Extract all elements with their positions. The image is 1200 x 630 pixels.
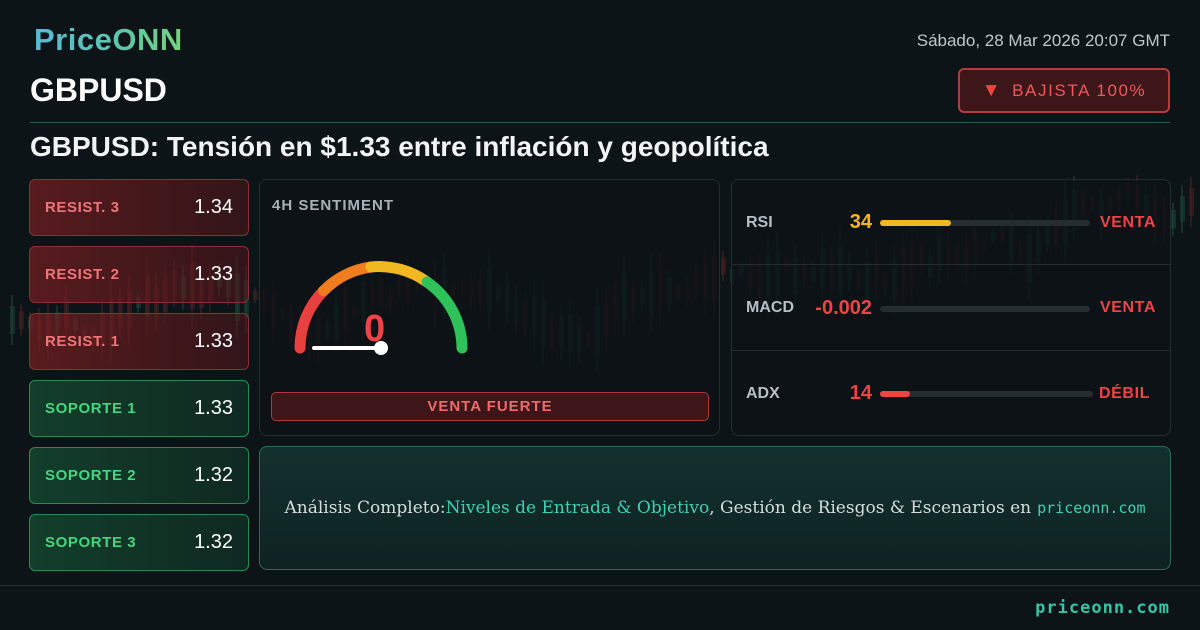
level-label: RESIST. 2 bbox=[45, 266, 120, 283]
sentiment-title: 4H SENTIMENT bbox=[272, 197, 395, 214]
level-label: RESIST. 3 bbox=[45, 199, 120, 216]
background-candle bbox=[127, 289, 132, 329]
trend-badge-label: BAJISTA 100% bbox=[1012, 80, 1147, 100]
cta-highlight: Niveles de Entrada & Objetivo bbox=[445, 498, 710, 518]
indicator-bar bbox=[880, 391, 1093, 397]
indicators-panel: RSI 34 VENTA MACD -0.002 VENTA ADX 14 DÉ… bbox=[731, 179, 1171, 436]
indicator-bar-fill bbox=[880, 391, 910, 397]
indicator-signal: VENTA bbox=[1099, 299, 1156, 316]
level-support-1: SOPORTE 1 1.33 bbox=[29, 380, 249, 437]
background-candle bbox=[10, 306, 15, 334]
gauge-arc-red bbox=[294, 285, 330, 354]
gauge-arc-green bbox=[421, 276, 468, 354]
levels-list: RESIST. 3 1.34 RESIST. 2 1.33 RESIST. 1 … bbox=[29, 179, 249, 581]
level-resistance-1: RESIST. 1 1.33 bbox=[29, 313, 249, 370]
level-value: 1.32 bbox=[194, 531, 233, 553]
brand-logo: PriceONN bbox=[34, 22, 183, 57]
down-triangle-icon: ▼ bbox=[981, 79, 1003, 101]
background-candle bbox=[1180, 195, 1185, 223]
gauge-hub bbox=[374, 341, 388, 355]
cta-site-link[interactable]: priceonn.com bbox=[1037, 499, 1146, 517]
background-candle bbox=[721, 257, 726, 275]
indicator-value: -0.002 bbox=[815, 297, 872, 319]
header-divider bbox=[30, 122, 1170, 123]
sentiment-gauge bbox=[294, 261, 468, 355]
indicator-signal: VENTA bbox=[1099, 214, 1156, 231]
background-candle bbox=[1171, 210, 1176, 229]
trend-badge: ▼ BAJISTA 100% bbox=[958, 68, 1170, 113]
indicator-bar-fill bbox=[880, 220, 952, 226]
background-candle bbox=[64, 297, 69, 328]
level-value: 1.33 bbox=[194, 263, 233, 285]
gauge-arc-yellow bbox=[365, 261, 433, 288]
indicator-value: 14 bbox=[849, 382, 872, 404]
indicator-name: ADX bbox=[746, 385, 780, 402]
level-label: RESIST. 1 bbox=[45, 333, 120, 350]
cta-middle: , Gestión de Riesgos & Escenarios en bbox=[709, 498, 1032, 518]
indicator-bar bbox=[880, 220, 1090, 226]
background-candle bbox=[1189, 187, 1194, 216]
level-resistance-3: RESIST. 3 1.34 bbox=[29, 179, 249, 236]
level-support-3: SOPORTE 3 1.32 bbox=[29, 514, 249, 571]
level-label: SOPORTE 1 bbox=[45, 400, 137, 417]
level-value: 1.33 bbox=[194, 330, 233, 352]
indicator-row-rsi: RSI 34 VENTA bbox=[732, 180, 1170, 265]
level-label: SOPORTE 2 bbox=[45, 467, 137, 484]
datetime-label: Sábado, 28 Mar 2026 20:07 GMT bbox=[916, 31, 1170, 50]
indicator-signal: DÉBIL bbox=[1099, 385, 1150, 402]
headline: GBPUSD: Tensión en $1.33 entre inflación… bbox=[30, 131, 769, 162]
level-value: 1.32 bbox=[194, 464, 233, 486]
gauge-arc-orange bbox=[318, 261, 377, 297]
indicator-value: 34 bbox=[849, 211, 872, 233]
indicator-row-macd: MACD -0.002 VENTA bbox=[732, 265, 1170, 351]
indicator-name: MACD bbox=[746, 299, 794, 316]
sentiment-value: 0 bbox=[364, 308, 386, 350]
level-value: 1.34 bbox=[194, 196, 233, 218]
background-candle bbox=[253, 290, 258, 300]
footer-site-link[interactable]: priceonn.com bbox=[1035, 598, 1170, 618]
footer-divider bbox=[0, 585, 1200, 586]
sentiment-panel: 4H SENTIMENT 0 VENTA FUERTE bbox=[259, 179, 720, 436]
symbol-title: GBPUSD bbox=[30, 72, 167, 108]
background-candle bbox=[19, 311, 24, 330]
indicator-row-adx: ADX 14 DÉBIL bbox=[732, 351, 1170, 437]
level-value: 1.33 bbox=[194, 397, 233, 419]
level-label: SOPORTE 3 bbox=[45, 534, 137, 551]
level-resistance-2: RESIST. 2 1.33 bbox=[29, 246, 249, 303]
indicator-name: RSI bbox=[746, 214, 773, 231]
level-support-2: SOPORTE 2 1.32 bbox=[29, 447, 249, 504]
cta-banner[interactable]: Análisis Completo: Niveles de Entrada & … bbox=[259, 446, 1171, 570]
indicator-bar bbox=[880, 306, 1090, 312]
sentiment-verdict: VENTA FUERTE bbox=[271, 392, 709, 421]
cta-prefix: Análisis Completo: bbox=[284, 498, 446, 518]
